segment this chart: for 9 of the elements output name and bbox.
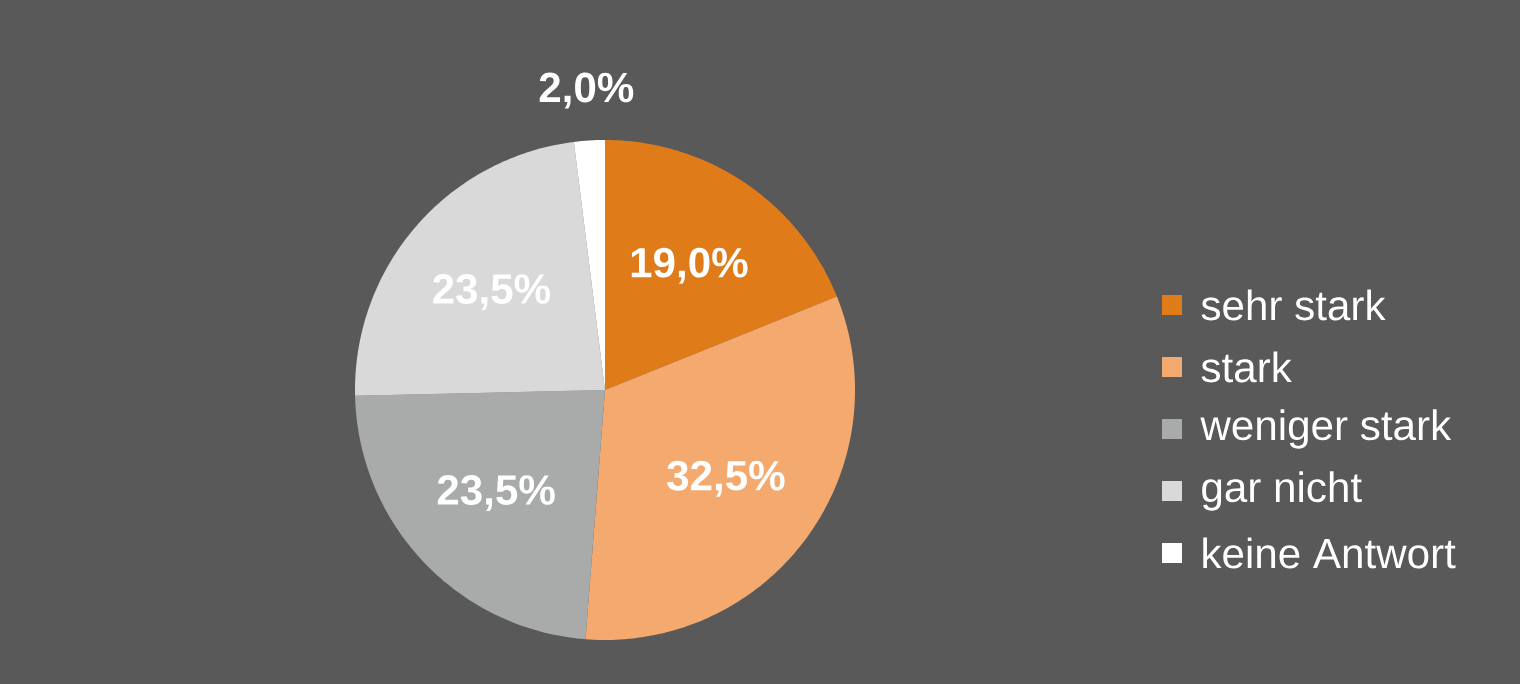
data-label: 19,0%: [631, 247, 748, 284]
data-label: 32,5%: [667, 460, 785, 497]
data-label: 2,0%: [539, 72, 634, 109]
legend-label: sehr stark: [1201, 289, 1386, 321]
legend-label: gar nicht: [1202, 471, 1362, 511]
legend-label: weniger stark: [1200, 409, 1452, 449]
legend-label: stark: [1201, 351, 1292, 383]
legend-label: keine Antwort: [1203, 537, 1456, 569]
data-label: 23,5%: [437, 475, 555, 512]
